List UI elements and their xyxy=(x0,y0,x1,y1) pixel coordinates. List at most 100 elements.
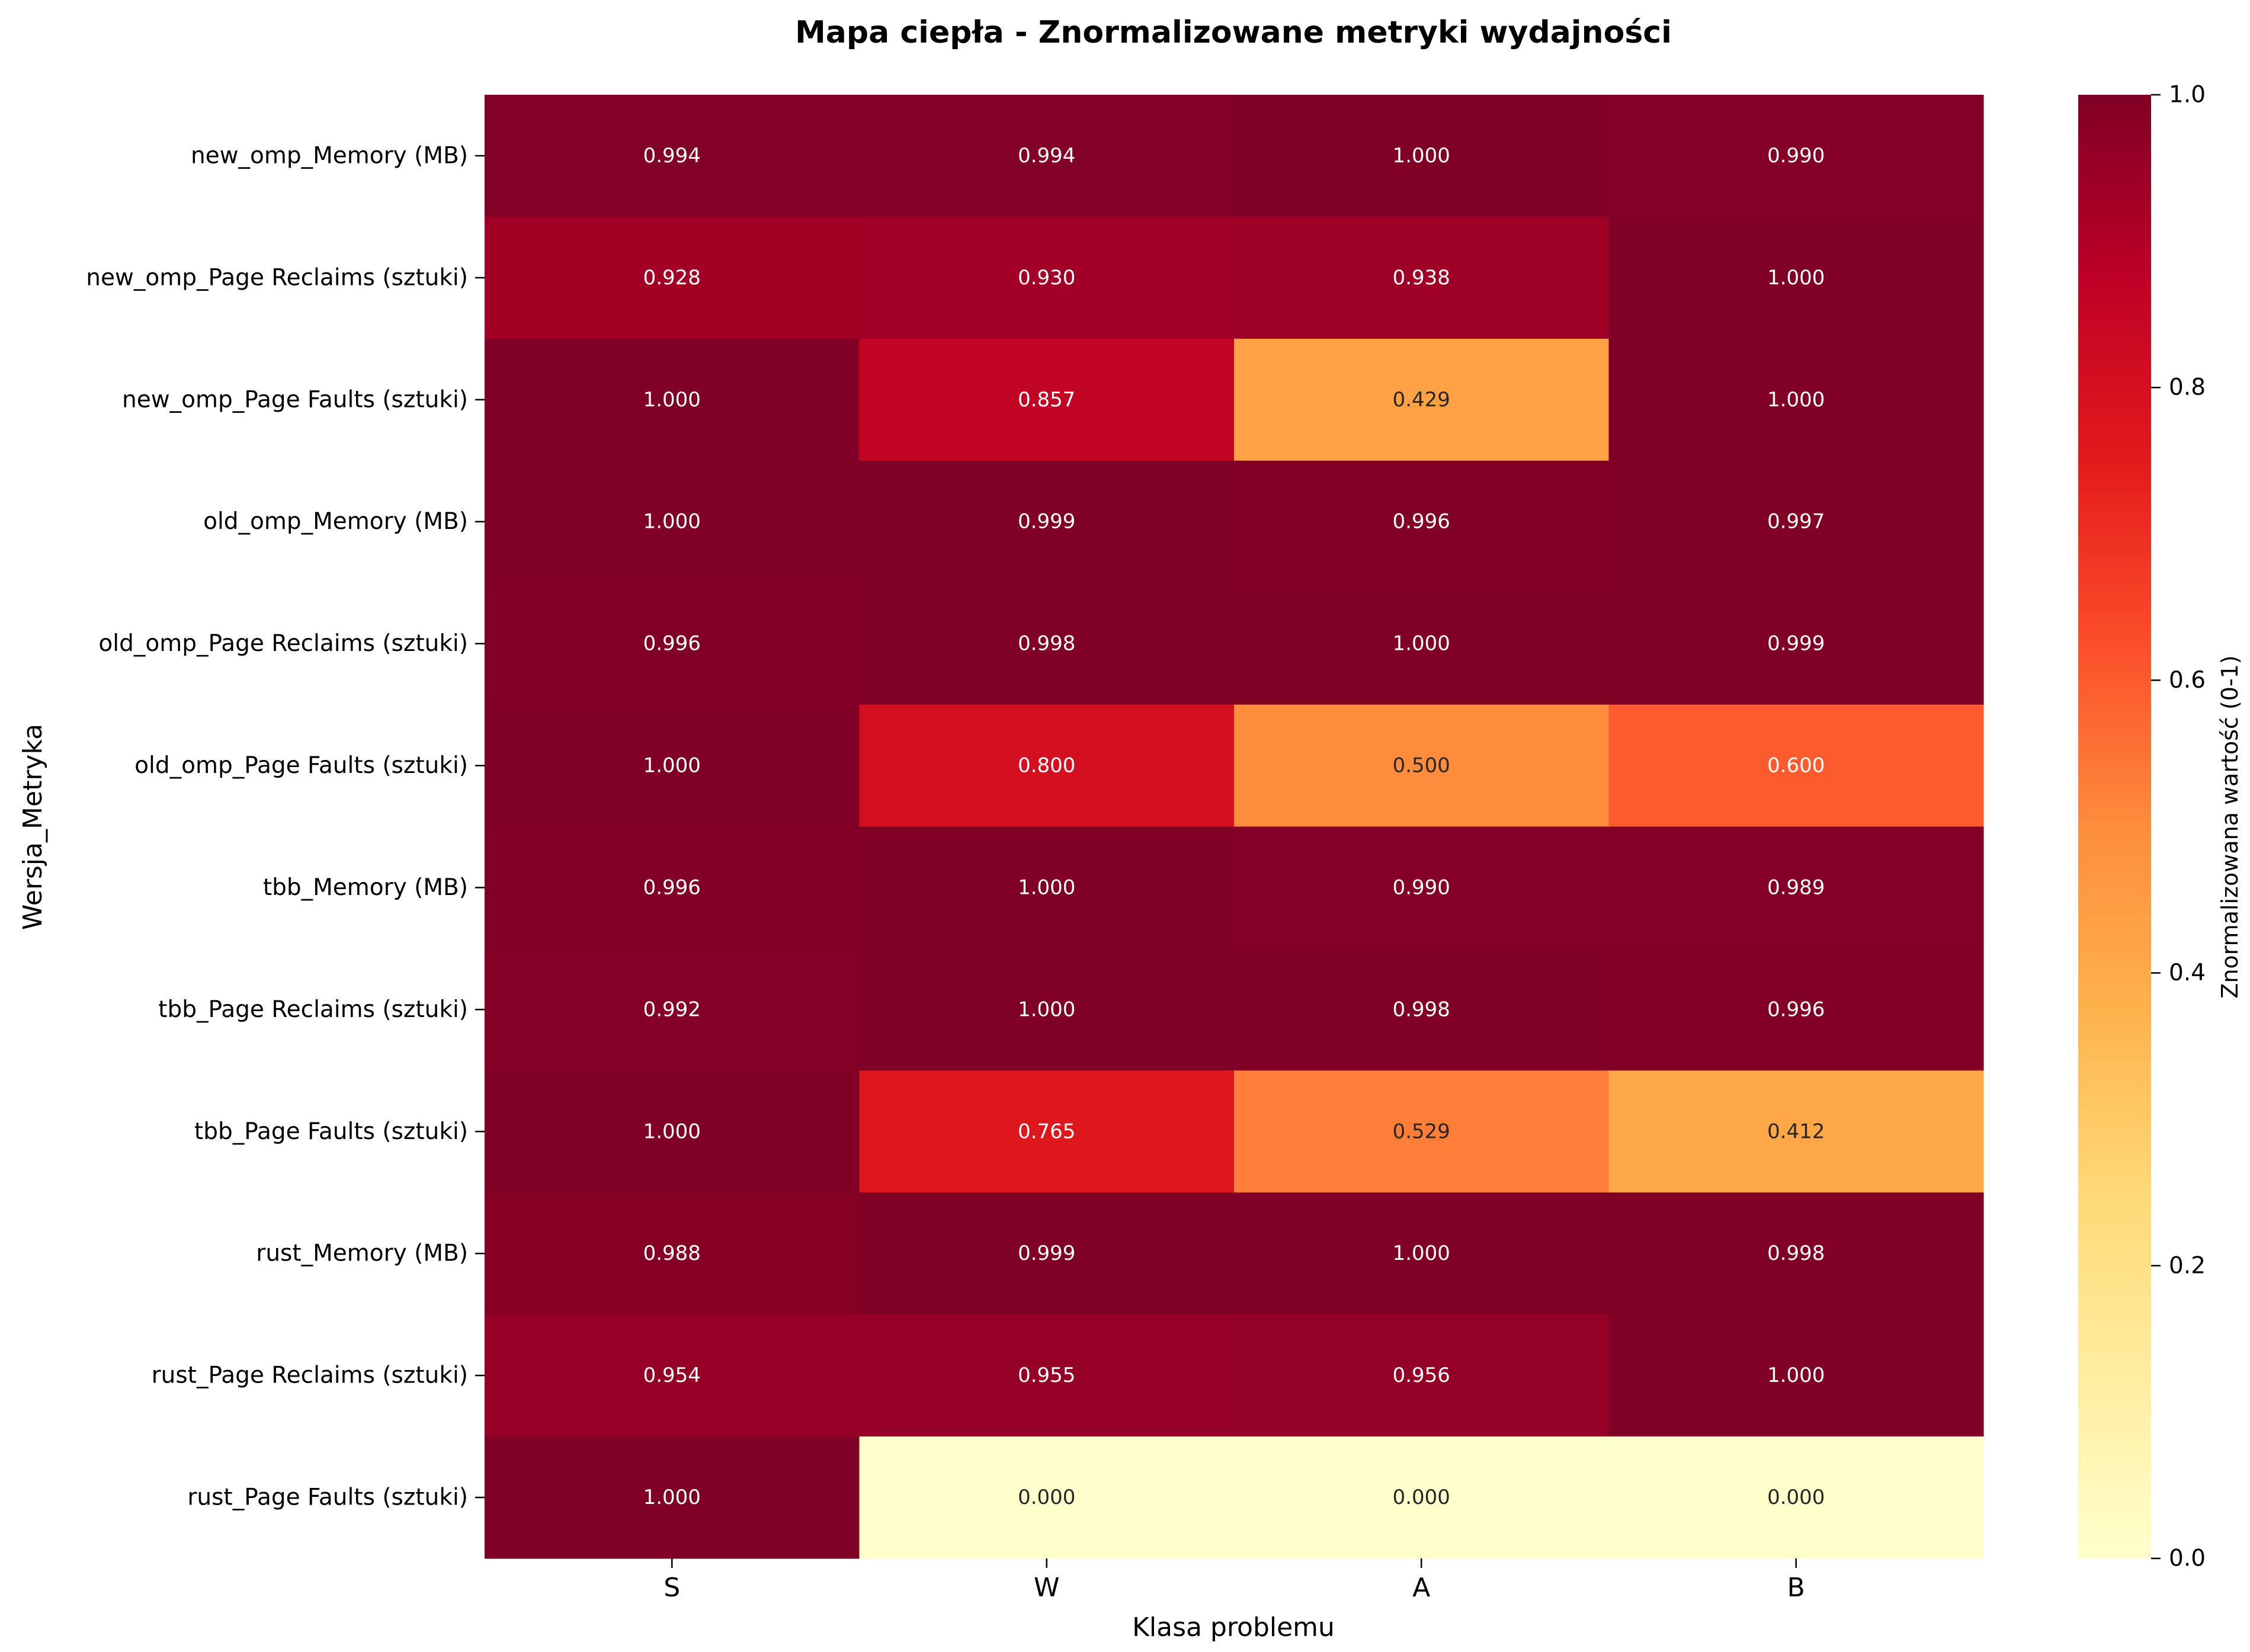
heatmap-cell xyxy=(485,1070,860,1193)
heatmap-cell xyxy=(1608,704,1984,827)
chart-title: Mapa ciepła - Znormalizowane metryki wyd… xyxy=(795,15,1672,50)
heatmap-cell-label: 0.928 xyxy=(643,266,701,290)
y-tick-label: tbb_Memory (MB) xyxy=(263,874,468,901)
y-axis-label: Wersja_Metryka xyxy=(18,724,48,930)
heatmap-cell-label: 1.000 xyxy=(1767,1364,1825,1387)
heatmap-cell xyxy=(485,95,860,217)
heatmap-cell-label: 0.994 xyxy=(1018,144,1075,168)
heatmap-cell xyxy=(485,1436,860,1559)
heatmap-cell xyxy=(1608,1192,1984,1315)
heatmap-cell xyxy=(485,460,860,583)
heatmap-cell-label: 0.998 xyxy=(1767,1242,1825,1265)
heatmap-cell-label: 1.000 xyxy=(643,388,701,412)
heatmap-cell-label: 0.988 xyxy=(643,1242,701,1265)
heatmap-cell xyxy=(859,460,1235,583)
heatmap-cell-label: 0.938 xyxy=(1393,266,1450,290)
y-tick-label: new_omp_Page Reclaims (sztuki) xyxy=(86,264,468,291)
heatmap-cell xyxy=(485,338,860,461)
heatmap-cell-label: 0.996 xyxy=(1393,510,1450,534)
heatmap-cell xyxy=(859,216,1235,339)
heatmap-cell xyxy=(1234,1314,1610,1437)
heatmap-cell-label: 0.000 xyxy=(1767,1486,1825,1509)
y-tick-label: tbb_Page Reclaims (sztuki) xyxy=(158,996,468,1023)
heatmap-cell-label: 0.989 xyxy=(1767,875,1825,899)
heatmap-cell xyxy=(1608,1314,1984,1437)
heatmap-cell xyxy=(1608,460,1984,583)
heatmap-cell-label: 0.800 xyxy=(1018,754,1075,778)
heatmap-cell-labels: 0.994 0.994 1.000 0.990 0.928 0.930 0.938 1.000… xyxy=(643,144,1825,1509)
heatmap-cell xyxy=(1234,1192,1610,1315)
heatmap-cell xyxy=(1234,582,1610,705)
heatmap-cell xyxy=(485,1314,860,1437)
heatmap-cell-label: 0.997 xyxy=(1767,510,1825,534)
heatmap-cell-label: 0.999 xyxy=(1018,510,1075,534)
heatmap-cell-label: 1.000 xyxy=(1393,144,1450,168)
heatmap-cell xyxy=(1608,582,1984,705)
heatmap-cell xyxy=(485,1192,860,1315)
heatmap-cell xyxy=(859,1192,1235,1315)
y-tick-label: old_omp_Page Reclaims (sztuki) xyxy=(98,630,468,657)
heatmap-cell-label: 1.000 xyxy=(1393,1242,1450,1265)
heatmap-cell xyxy=(1234,338,1610,461)
x-axis-label: Klasa problemu xyxy=(1132,1612,1335,1643)
colorbar xyxy=(2078,95,2151,1558)
heatmap-cell xyxy=(485,826,860,950)
heatmap-cell xyxy=(1234,826,1610,950)
heatmap-cell xyxy=(1234,948,1610,1071)
heatmap-cell-label: 0.956 xyxy=(1393,1364,1450,1387)
heatmap-cell-label: 0.996 xyxy=(1767,997,1825,1021)
heatmap-cell-label: 1.000 xyxy=(643,1119,701,1143)
colorbar-tick-label: 1.0 xyxy=(2169,82,2206,108)
heatmap-cell-label: 0.994 xyxy=(643,144,701,168)
y-axis-ticks: new_omp_Memory (MB) new_omp_Page Reclaims… xyxy=(86,142,485,1511)
y-tick-label: new_omp_Memory (MB) xyxy=(191,142,468,169)
heatmap-cell-label: 0.857 xyxy=(1018,388,1075,412)
colorbar-tick-label: 0.8 xyxy=(2169,374,2206,401)
heatmap-cell-label: 1.000 xyxy=(1393,632,1450,656)
heatmap-cell xyxy=(859,338,1235,461)
colorbar-tick-label: 0.4 xyxy=(2169,960,2206,986)
heatmap-cell-label: 0.998 xyxy=(1018,632,1075,656)
heatmap-cell-label: 0.999 xyxy=(1767,632,1825,656)
heatmap-cell xyxy=(1234,1436,1610,1559)
heatmap-cell-label: 0.529 xyxy=(1393,1119,1450,1143)
heatmap-cell xyxy=(1234,216,1610,339)
colorbar-ticks: 0.0 0.2 0.4 0.6 0.8 1.0 xyxy=(2151,82,2206,1572)
colorbar-tick-label: 0.0 xyxy=(2169,1545,2206,1572)
y-tick-label: old_omp_Page Faults (sztuki) xyxy=(134,752,468,779)
heatmap-cell xyxy=(859,826,1235,950)
heatmap-cell-label: 0.955 xyxy=(1018,1364,1075,1387)
heatmap-cell xyxy=(1608,216,1984,339)
heatmap-cell-label: 0.999 xyxy=(1018,1242,1075,1265)
heatmap-cell xyxy=(485,582,860,705)
heatmap-cell xyxy=(1608,1070,1984,1193)
heatmap-cell-label: 0.996 xyxy=(643,632,701,656)
heatmap-cell xyxy=(1608,1436,1984,1559)
heatmap-cell-label: 1.000 xyxy=(643,1486,701,1509)
heatmap-cell xyxy=(1608,95,1984,217)
heatmap-cell xyxy=(1608,338,1984,461)
heatmap-cell xyxy=(859,948,1235,1071)
colorbar-label: Znormalizowana wartość (0-1) xyxy=(2217,655,2243,998)
heatmap-cell-label: 0.600 xyxy=(1767,754,1825,778)
heatmap-cell-label: 0.429 xyxy=(1393,388,1450,412)
y-tick-label: rust_Page Reclaims (sztuki) xyxy=(152,1362,468,1389)
heatmap-cell xyxy=(859,704,1235,827)
colorbar-tick-label: 0.6 xyxy=(2169,667,2206,694)
heatmap-cell-label: 1.000 xyxy=(1018,875,1075,899)
heatmap-cell-label: 0.412 xyxy=(1767,1119,1825,1143)
heatmap-cell xyxy=(859,582,1235,705)
heatmap-cell-label: 0.990 xyxy=(1767,144,1825,168)
heatmap-cell xyxy=(859,1314,1235,1437)
x-tick-label: A xyxy=(1412,1573,1430,1603)
heatmap-cell xyxy=(1608,948,1984,1071)
heatmap-cell xyxy=(859,1070,1235,1193)
heatmap-cells xyxy=(485,95,1984,1559)
colorbar-tick-label: 0.2 xyxy=(2169,1252,2206,1279)
heatmap-cell-label: 1.000 xyxy=(1018,997,1075,1021)
heatmap-cell xyxy=(1608,826,1984,950)
x-tick-label: W xyxy=(1034,1573,1060,1603)
heatmap-cell xyxy=(859,1436,1235,1559)
y-tick-label: new_omp_Page Faults (sztuki) xyxy=(122,386,468,413)
